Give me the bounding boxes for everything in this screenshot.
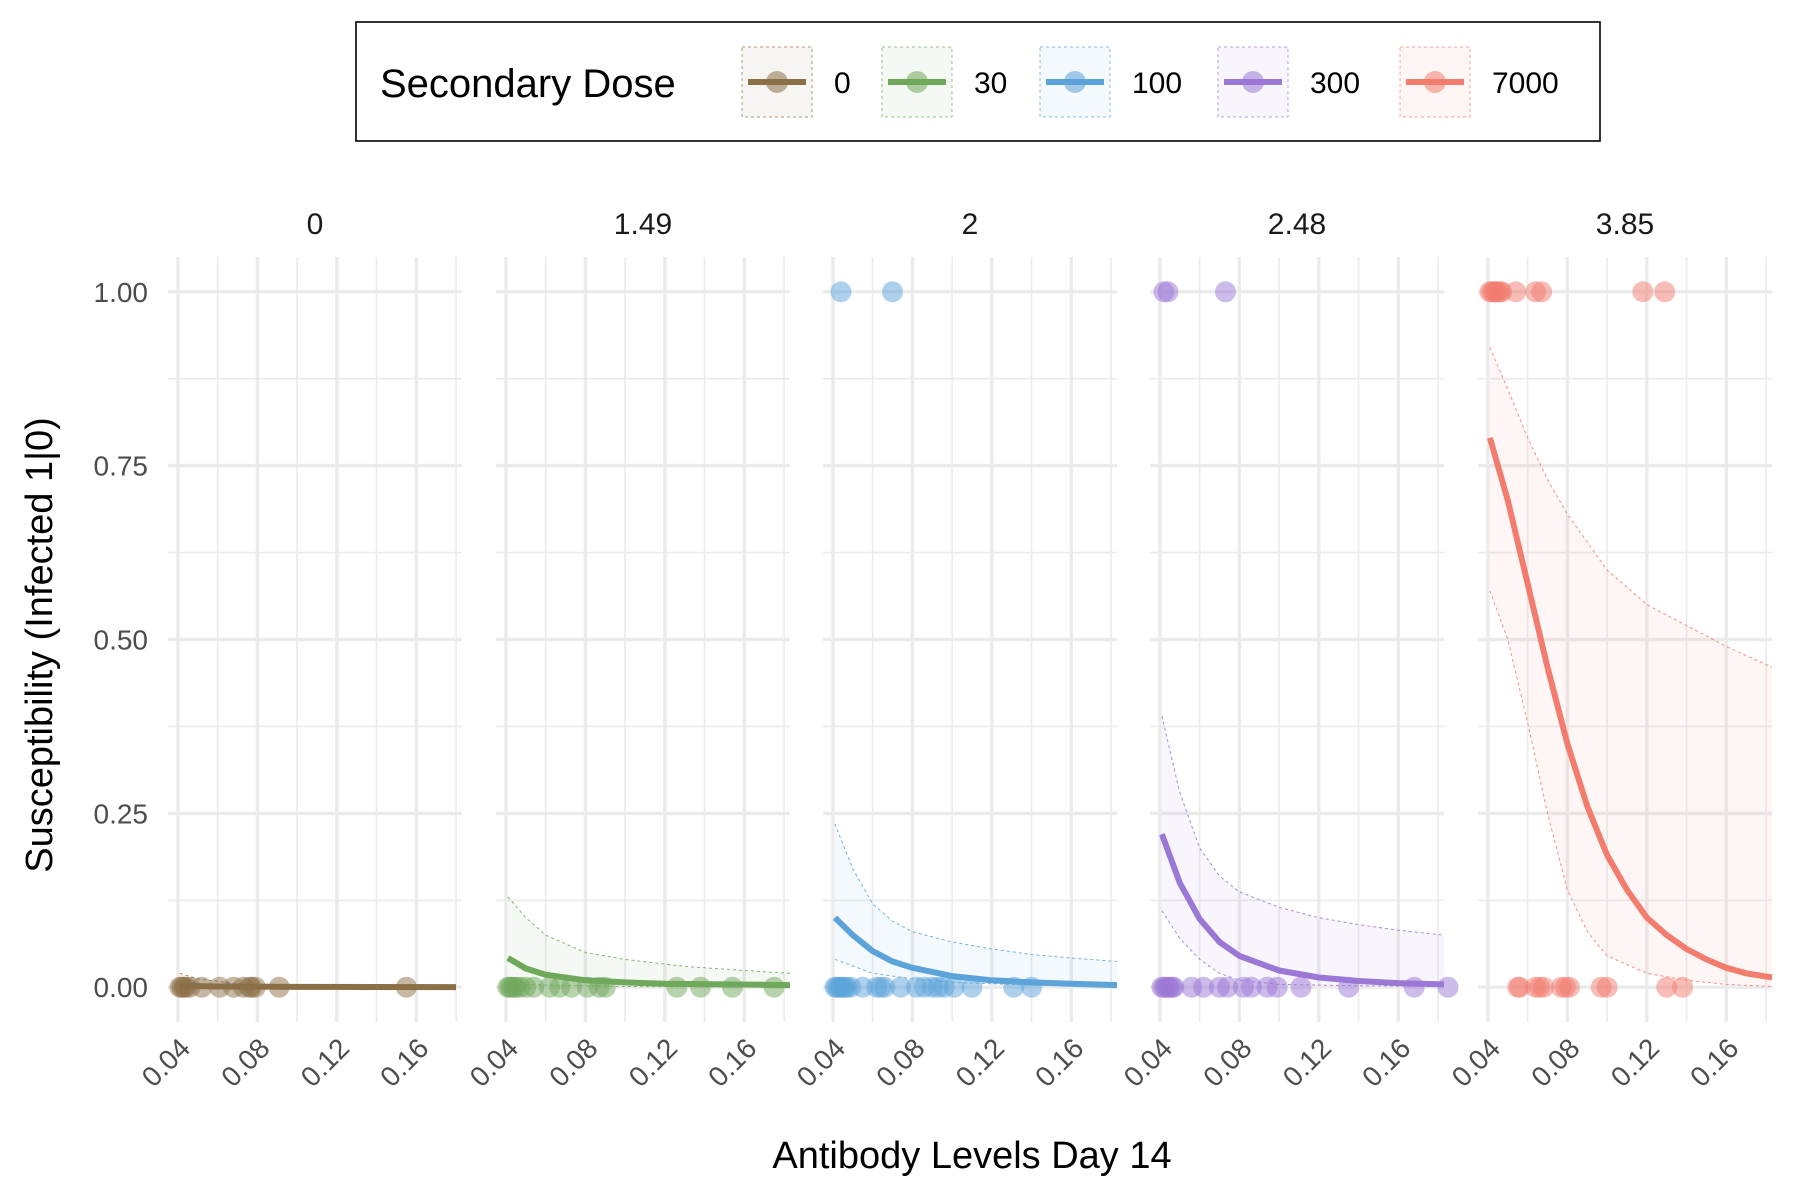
x-tick-label-0-0.16: 0.16 <box>374 1032 434 1092</box>
legend-key-300 <box>1217 46 1289 118</box>
x-tick-label-0-0.12: 0.12 <box>295 1032 355 1092</box>
point-2.48-1 <box>1157 281 1179 303</box>
point-1.49-14 <box>666 976 688 998</box>
x-tick-label-2.48-0.16: 0.16 <box>1356 1032 1416 1092</box>
point-3.85-11 <box>1654 281 1676 303</box>
y-tick-label-0.00: 0.00 <box>94 972 149 1003</box>
legend-key-0 <box>741 46 813 118</box>
x-tick-label-2-0.12: 0.12 <box>950 1032 1010 1092</box>
legend-label-100: 100 <box>1132 67 1182 100</box>
legend: Secondary Dose 0 30 100 300 7000 <box>355 21 1601 142</box>
legend-key-7000 <box>1399 46 1471 118</box>
legend-box <box>355 21 1601 142</box>
ci-upper-2.48 <box>1161 715 1445 936</box>
fit-line-1.49 <box>506 955 791 989</box>
x-axis-title: Antibody Levels Day 14 <box>772 1135 1171 1177</box>
point-3.85-19 <box>1558 976 1580 998</box>
y-tick-label-0.50: 0.50 <box>94 625 149 656</box>
point-2.48-17 <box>1266 976 1288 998</box>
x-tick-label-3.85-0.16: 0.16 <box>1684 1032 1744 1092</box>
y-tick-label-1.00: 1.00 <box>94 277 149 308</box>
legend-label-30: 30 <box>974 67 1007 100</box>
point-2.48-13 <box>1217 976 1238 998</box>
point-2.48-2 <box>1215 281 1236 303</box>
panel-label-0: 0 <box>307 208 324 241</box>
point-3.85-7 <box>1505 281 1527 303</box>
point-1.49-7 <box>523 976 545 998</box>
ci-lower-2.48 <box>1161 910 1445 987</box>
panel-3.85: 3.85 0.04 0.08 0.12 0.16 <box>1446 208 1773 1093</box>
y-tick-label-0.25: 0.25 <box>94 798 149 829</box>
x-tick-label-2.48-0.04: 0.04 <box>1118 1032 1178 1092</box>
point-2.48-11 <box>1193 976 1215 998</box>
x-tick-label-0-0.08: 0.08 <box>215 1032 275 1092</box>
point-2-13 <box>874 976 896 998</box>
ci-ribbon-3.85 <box>1489 347 1772 987</box>
point-2-1 <box>882 281 903 303</box>
panels: 0 0.04 0.08 0.12 0.16 1.49 0.04 0.08 0.12 0.16 2 0.… <box>94 208 1773 1093</box>
fit-line-2 <box>832 915 1118 989</box>
point-3.85-21 <box>1596 976 1618 998</box>
point-3.85-13 <box>1509 976 1531 998</box>
point-2-20 <box>943 976 965 998</box>
point-3.85-9 <box>1531 281 1553 303</box>
fit-line-2.48 <box>1159 833 1445 988</box>
legend-title: Secondary Dose <box>380 62 676 106</box>
point-2-21 <box>961 976 983 998</box>
legend-key-30 <box>881 46 953 118</box>
legend-label-7000: 7000 <box>1492 67 1559 100</box>
ci-upper-3.85 <box>1489 347 1773 668</box>
x-tick-label-3.85-0.04: 0.04 <box>1446 1032 1506 1092</box>
ci-ribbon-2 <box>834 823 1117 987</box>
ci-upper-1.49 <box>507 896 791 974</box>
ci-ribbon-2.48 <box>1161 716 1444 987</box>
ci-ribbon-1.49 <box>507 896 790 988</box>
point-2.48-20 <box>1403 976 1425 998</box>
point-3.85-23 <box>1672 976 1694 998</box>
x-tick-label-3.85-0.08: 0.08 <box>1525 1032 1585 1092</box>
fit-line-3.85 <box>1487 436 1773 981</box>
panel-0: 0 0.04 0.08 0.12 0.16 <box>136 208 462 1093</box>
panel-label-1.49: 1.49 <box>614 208 672 241</box>
point-3.85-10 <box>1632 281 1654 303</box>
panel-label-3.85: 3.85 <box>1596 208 1654 241</box>
y-tick-label-0.75: 0.75 <box>94 451 149 482</box>
panel-1.49: 1.49 0.04 0.08 0.12 0.16 <box>464 208 791 1093</box>
panel-label-2: 2 <box>962 208 979 241</box>
point-2.48-9 <box>1163 976 1185 998</box>
x-tick-label-2-0.04: 0.04 <box>791 1032 851 1092</box>
point-2-0 <box>830 281 852 303</box>
legend-label-0: 0 <box>834 67 851 100</box>
legend-label-300: 300 <box>1310 67 1360 100</box>
legend-key-100 <box>1039 46 1111 118</box>
point-2.48-15 <box>1240 976 1262 998</box>
x-tick-label-0-0.04: 0.04 <box>136 1032 196 1092</box>
x-tick-label-1.49-0.04: 0.04 <box>464 1032 524 1092</box>
panel-label-2.48: 2.48 <box>1268 208 1326 241</box>
y-axis-title: Susceptibility (Infected 1|0) <box>19 417 61 873</box>
fit-line-0 <box>179 982 457 991</box>
x-tick-label-1.49-0.12: 0.12 <box>623 1032 683 1092</box>
x-tick-label-3.85-0.12: 0.12 <box>1605 1032 1665 1092</box>
panel-2: 2 0.04 0.08 0.12 0.16 <box>791 208 1118 1093</box>
x-tick-label-2-0.08: 0.08 <box>870 1032 930 1092</box>
point-3.85-16 <box>1533 976 1555 998</box>
point-2.48-18 <box>1290 976 1312 998</box>
panel-2.48: 2.48 0.04 0.08 0.12 0.16 <box>1118 208 1459 1093</box>
x-tick-label-2-0.16: 0.16 <box>1029 1032 1089 1092</box>
x-tick-label-1.49-0.08: 0.08 <box>543 1032 603 1092</box>
point-3.85-22 <box>1656 976 1678 998</box>
x-tick-label-2.48-0.08: 0.08 <box>1197 1032 1257 1092</box>
ci-lower-3.85 <box>1489 590 1773 987</box>
ci-upper-2 <box>834 823 1118 962</box>
point-2-14 <box>890 976 911 998</box>
x-tick-label-2.48-0.12: 0.12 <box>1277 1032 1337 1092</box>
x-tick-label-1.49-0.16: 0.16 <box>702 1032 762 1092</box>
